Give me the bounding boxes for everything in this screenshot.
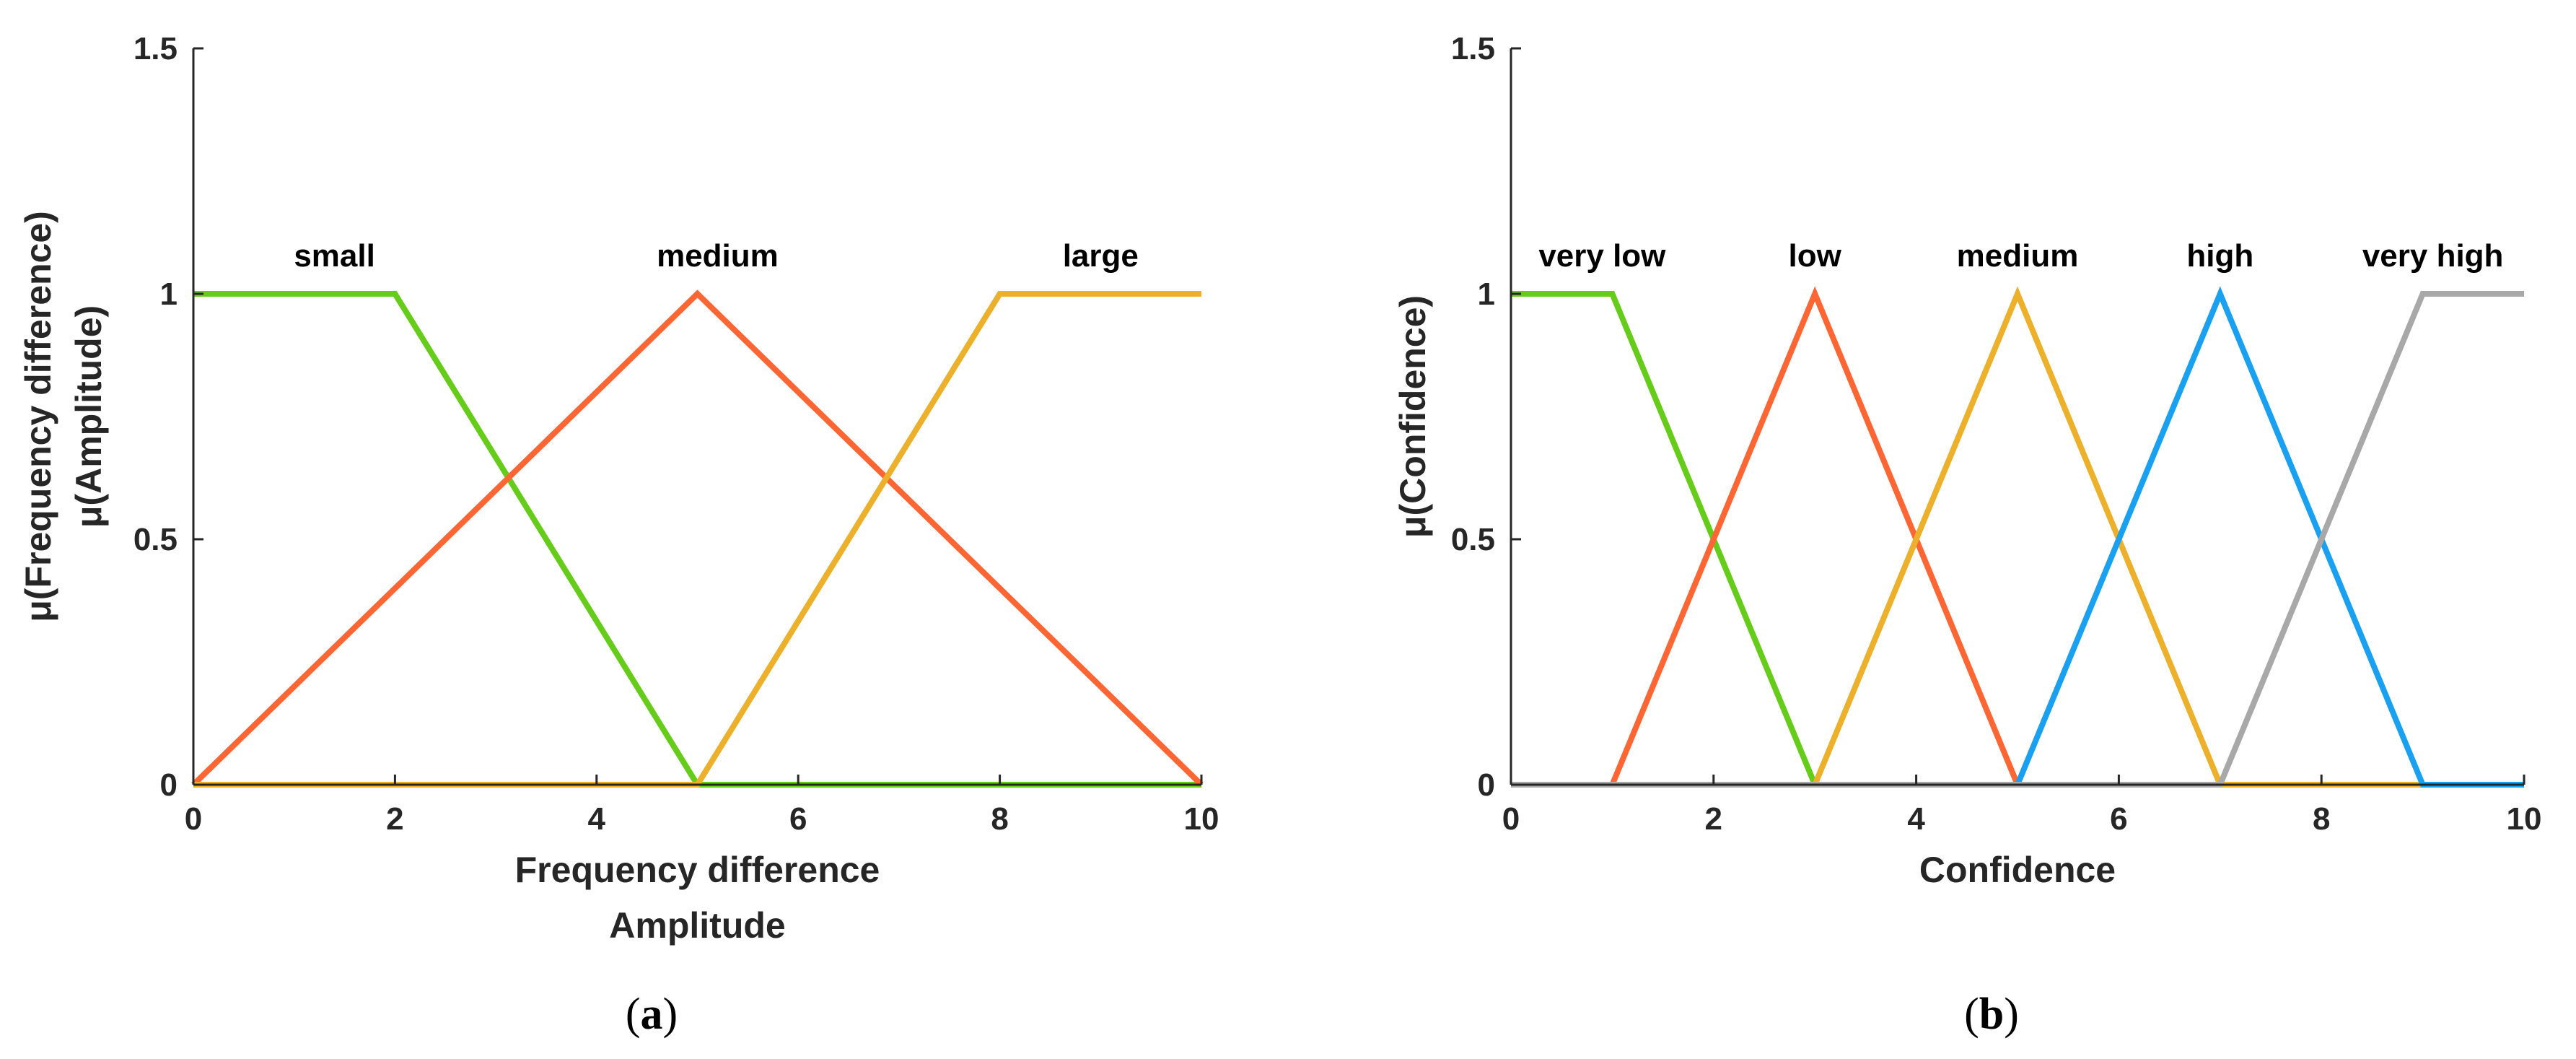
x-tick-label: 10 — [1184, 801, 1219, 837]
panel-caption: (a) — [626, 990, 678, 1039]
x-axis-label: Confidence — [1919, 850, 2116, 890]
x-tick-label: 6 — [2110, 801, 2127, 837]
y-axis-label: μ(Amplitude) — [69, 305, 109, 528]
series-label: small — [294, 238, 375, 274]
x-tick-label: 0 — [1502, 801, 1520, 837]
x-tick-label: 2 — [386, 801, 403, 837]
x-tick-label: 8 — [2313, 801, 2330, 837]
series-label: very low — [1538, 238, 1666, 274]
chart-panel-a: small medium large 0 2 4 6 8 10 0 0.5 1 1.5 Frequency… — [18, 31, 1219, 1039]
y-tick-label: 0 — [160, 767, 178, 803]
x-tick-label: 0 — [185, 801, 202, 837]
x-tick-label: 4 — [1907, 801, 1925, 837]
y-tick-label: 0.5 — [133, 522, 178, 557]
series-label: large — [1063, 238, 1139, 274]
y-tick-label: 1.5 — [1451, 31, 1495, 66]
series-line-medium — [1511, 286, 2524, 788]
series-label: medium — [657, 238, 779, 274]
series-line-small — [193, 291, 1201, 788]
x-axis-label: Amplitude — [609, 905, 785, 946]
series-label: very high — [2362, 238, 2504, 274]
x-tick-label: 4 — [588, 801, 606, 837]
chart-panel-b: very low low medium high very high 0 2 4 6 8 10 0 0.… — [1393, 31, 2541, 1039]
x-tick-label: 10 — [2507, 801, 2542, 837]
panel-caption: (b) — [1964, 990, 2019, 1039]
y-tick-label: 1 — [1478, 276, 1495, 312]
series-line-very-low — [1511, 291, 2524, 788]
series-label: high — [2186, 238, 2253, 274]
y-tick-label: 0 — [1478, 767, 1495, 803]
caption-paren-open: ( — [626, 990, 641, 1039]
caption-letter: a — [641, 990, 663, 1039]
series-line-high — [1511, 286, 2524, 788]
y-axis-label: μ(Confidence) — [1393, 295, 1433, 538]
series-line-medium — [191, 289, 1204, 787]
x-axis-label: Frequency difference — [515, 850, 880, 890]
series-label: medium — [1957, 238, 2079, 274]
y-tick-label: 1.5 — [133, 31, 178, 66]
series-line-low — [1511, 286, 2524, 788]
caption-letter: b — [1979, 990, 2004, 1039]
caption-paren-close: ) — [2004, 990, 2019, 1039]
x-tick-label: 8 — [991, 801, 1008, 837]
series-line-large — [193, 291, 1201, 788]
y-tick-label: 0.5 — [1451, 522, 1495, 557]
series-label: low — [1789, 238, 1842, 274]
x-tick-label: 2 — [1705, 801, 1722, 837]
series-line-very-high — [1511, 291, 2524, 788]
caption-paren-open: ( — [1964, 990, 1979, 1039]
x-tick-label: 6 — [789, 801, 807, 837]
caption-paren-close: ) — [663, 990, 678, 1039]
y-axis-label: μ(Frequency difference) — [18, 211, 58, 622]
y-tick-label: 1 — [160, 276, 178, 312]
